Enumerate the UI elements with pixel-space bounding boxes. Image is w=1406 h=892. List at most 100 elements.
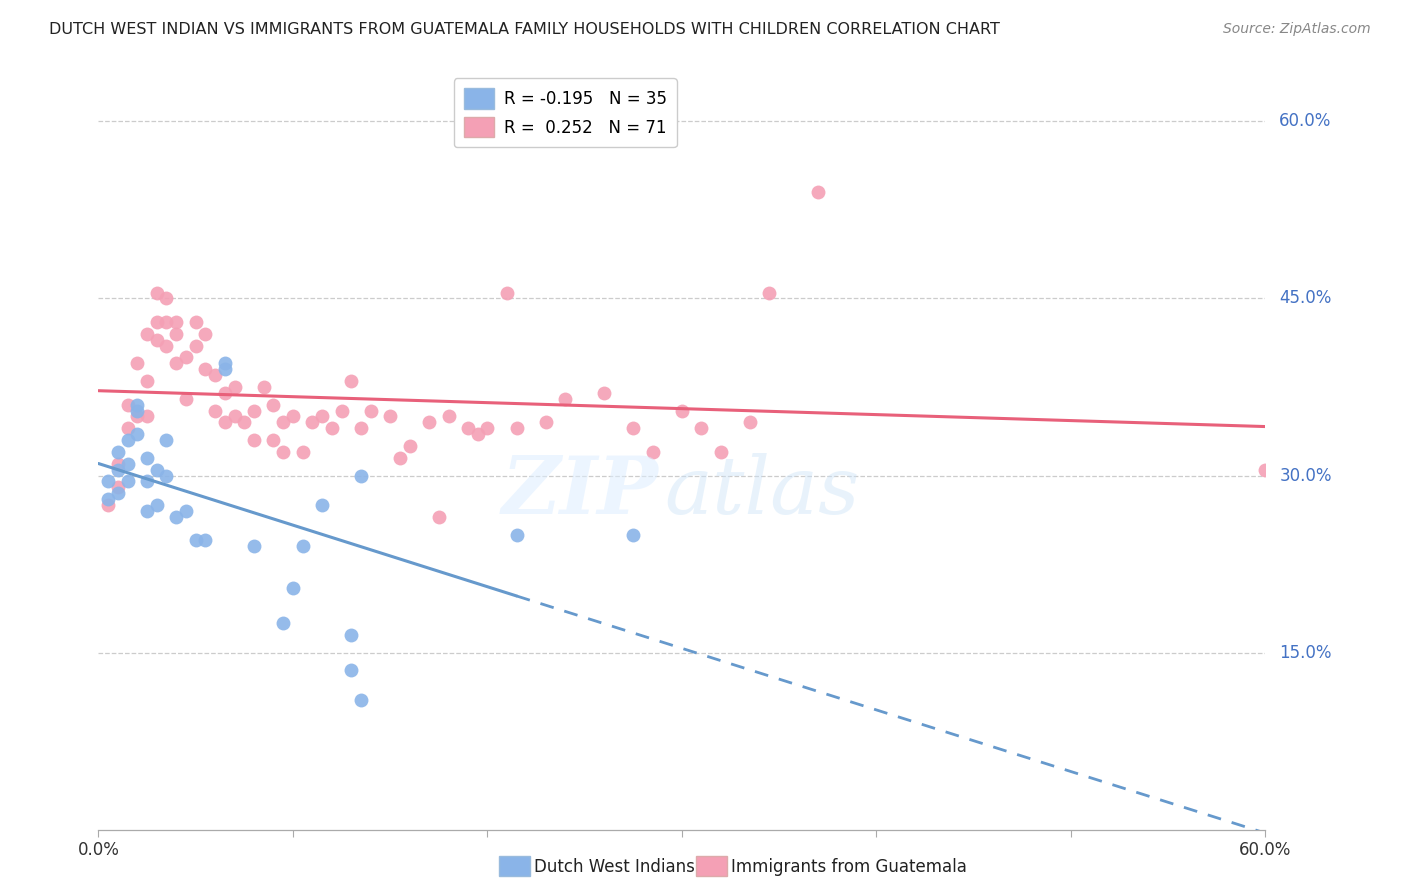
Point bbox=[146, 498, 169, 512]
Point bbox=[155, 315, 177, 329]
Point bbox=[534, 416, 557, 430]
Point bbox=[477, 421, 499, 435]
Point bbox=[174, 351, 197, 365]
Point bbox=[107, 486, 129, 500]
Point bbox=[671, 403, 693, 417]
Point bbox=[360, 403, 382, 417]
Point bbox=[271, 416, 294, 430]
Point bbox=[281, 581, 304, 595]
Point bbox=[311, 498, 333, 512]
Point bbox=[214, 356, 236, 370]
Point bbox=[165, 509, 187, 524]
Point bbox=[117, 475, 139, 489]
Point bbox=[107, 462, 129, 476]
Point bbox=[194, 362, 217, 376]
Point bbox=[127, 409, 149, 424]
Point bbox=[214, 416, 236, 430]
Point bbox=[194, 533, 217, 548]
Point bbox=[554, 392, 576, 406]
Point bbox=[738, 416, 761, 430]
Point bbox=[165, 326, 187, 341]
Point bbox=[184, 339, 207, 353]
Point bbox=[174, 392, 197, 406]
Point bbox=[505, 527, 527, 541]
Point bbox=[165, 315, 187, 329]
Point bbox=[243, 433, 266, 447]
Point bbox=[321, 421, 343, 435]
Point bbox=[262, 433, 284, 447]
Point bbox=[127, 427, 149, 442]
Point bbox=[136, 326, 159, 341]
Point bbox=[184, 533, 207, 548]
Point bbox=[291, 539, 314, 553]
Point bbox=[262, 398, 284, 412]
Point bbox=[97, 498, 120, 512]
Point bbox=[174, 504, 197, 518]
Point bbox=[380, 409, 402, 424]
Point bbox=[340, 663, 363, 677]
Legend: R = -0.195   N = 35, R =  0.252   N = 71: R = -0.195 N = 35, R = 0.252 N = 71 bbox=[454, 78, 676, 147]
Point bbox=[184, 315, 207, 329]
Point bbox=[117, 421, 139, 435]
Point bbox=[427, 509, 450, 524]
Point bbox=[291, 445, 314, 459]
Point bbox=[146, 462, 169, 476]
Point bbox=[457, 421, 479, 435]
Point bbox=[146, 285, 169, 300]
Text: 30.0%: 30.0% bbox=[1279, 467, 1331, 484]
Point bbox=[437, 409, 460, 424]
Point bbox=[398, 439, 420, 453]
Point bbox=[243, 403, 266, 417]
Point bbox=[224, 380, 246, 394]
Point bbox=[710, 445, 733, 459]
Text: atlas: atlas bbox=[665, 453, 860, 531]
Point bbox=[233, 416, 256, 430]
Point bbox=[243, 539, 266, 553]
Point bbox=[621, 421, 644, 435]
Point bbox=[505, 421, 527, 435]
Point bbox=[593, 385, 616, 400]
Point bbox=[418, 416, 440, 430]
Point bbox=[127, 398, 149, 412]
Point bbox=[117, 457, 139, 471]
Point bbox=[301, 416, 323, 430]
Point bbox=[155, 433, 177, 447]
Point bbox=[621, 527, 644, 541]
Point bbox=[146, 333, 169, 347]
Point bbox=[97, 475, 120, 489]
Text: 15.0%: 15.0% bbox=[1279, 643, 1331, 662]
Point bbox=[107, 445, 129, 459]
Point bbox=[155, 292, 177, 306]
Point bbox=[271, 615, 294, 630]
Text: ZIP: ZIP bbox=[502, 453, 658, 531]
Point bbox=[194, 326, 217, 341]
Point bbox=[107, 480, 129, 494]
Point bbox=[224, 409, 246, 424]
Point bbox=[807, 186, 830, 200]
Point bbox=[136, 374, 159, 388]
Point bbox=[758, 285, 780, 300]
Point bbox=[496, 285, 519, 300]
Point bbox=[127, 356, 149, 370]
Text: DUTCH WEST INDIAN VS IMMIGRANTS FROM GUATEMALA FAMILY HOUSEHOLDS WITH CHILDREN C: DUTCH WEST INDIAN VS IMMIGRANTS FROM GUA… bbox=[49, 22, 1000, 37]
Point bbox=[155, 468, 177, 483]
Point bbox=[281, 409, 304, 424]
Point bbox=[311, 409, 333, 424]
Point bbox=[350, 421, 373, 435]
Text: 60.0%: 60.0% bbox=[1279, 112, 1331, 130]
Point bbox=[117, 398, 139, 412]
Point bbox=[330, 403, 353, 417]
Point bbox=[1254, 462, 1277, 476]
Point bbox=[340, 628, 363, 642]
Point bbox=[127, 403, 149, 417]
Point bbox=[350, 692, 373, 706]
Point bbox=[165, 356, 187, 370]
Point bbox=[214, 362, 236, 376]
Point bbox=[97, 492, 120, 507]
Point bbox=[136, 475, 159, 489]
Point bbox=[641, 445, 664, 459]
Point bbox=[107, 457, 129, 471]
Point bbox=[136, 450, 159, 465]
Point bbox=[340, 374, 363, 388]
Point bbox=[467, 427, 489, 442]
